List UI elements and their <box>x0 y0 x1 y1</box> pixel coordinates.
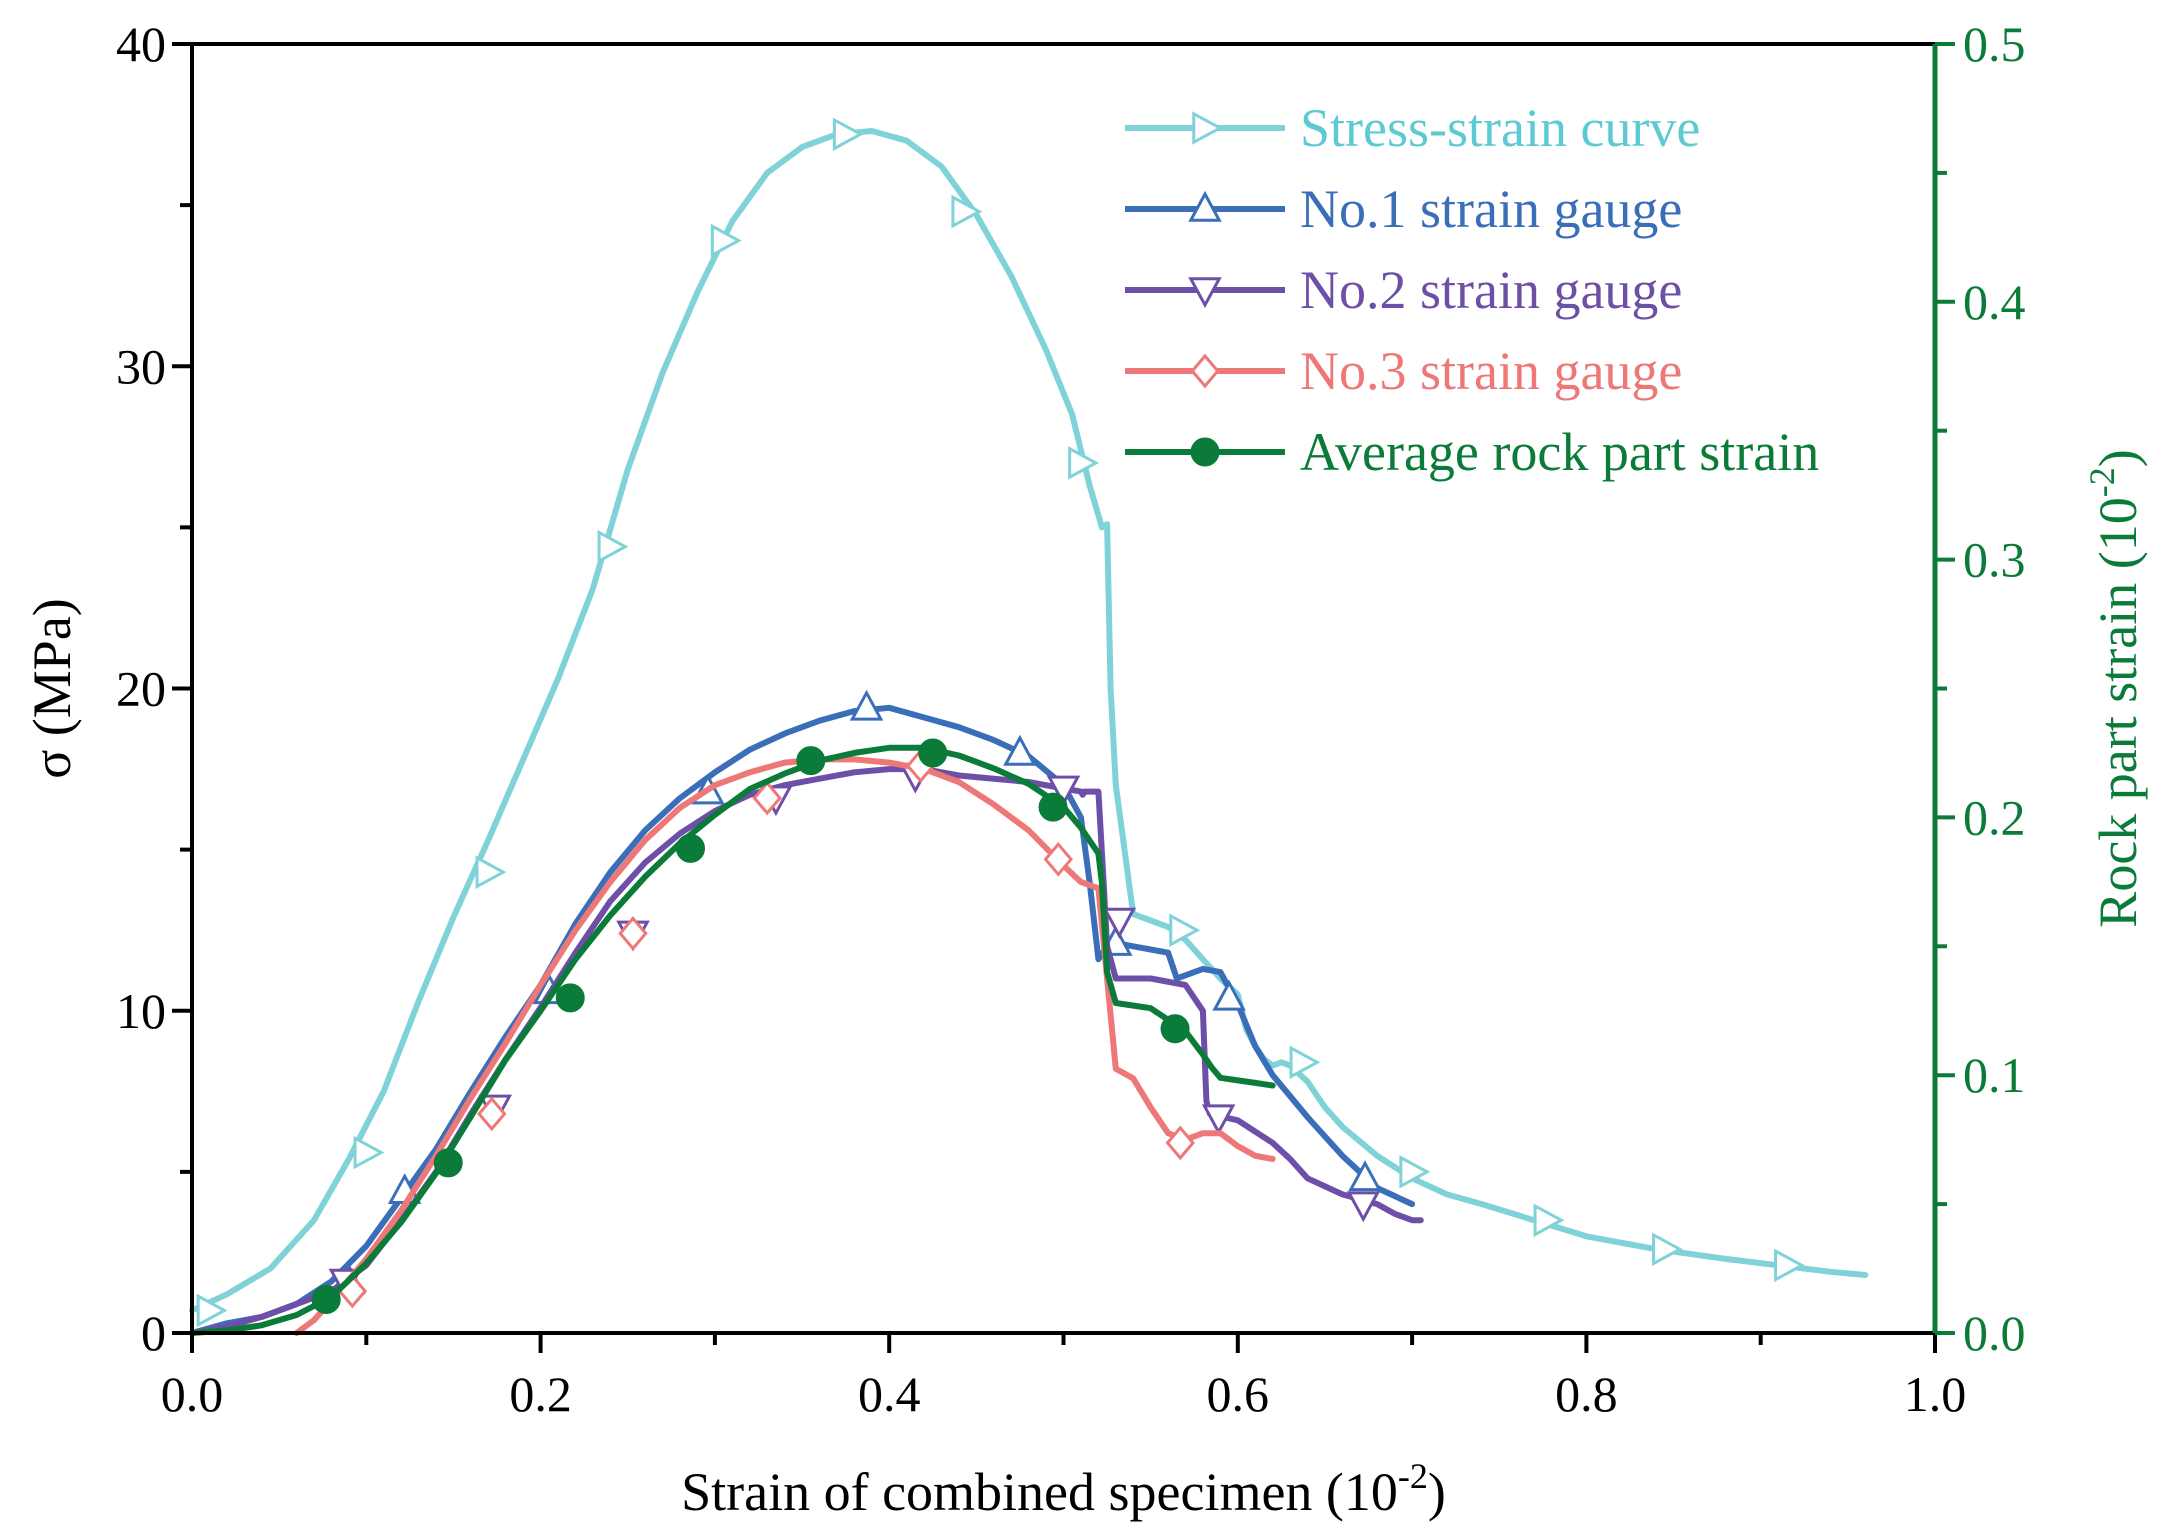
data-point <box>433 1148 463 1178</box>
data-point <box>796 746 826 776</box>
data-point <box>1399 1155 1431 1189</box>
legend-swatch-marker <box>1190 353 1220 389</box>
data-point <box>1533 1203 1565 1237</box>
series-line <box>293 756 1276 1336</box>
data-point <box>597 529 629 564</box>
y-tick-label: 20 <box>116 661 166 717</box>
y-tick-label: 30 <box>116 338 166 394</box>
y-tick-label: 10 <box>116 983 166 1039</box>
x-tick-label: 0.2 <box>509 1366 572 1422</box>
data-point <box>1068 446 1100 480</box>
data-point <box>1043 841 1073 877</box>
data-point <box>1165 1125 1195 1161</box>
data-point <box>951 194 983 229</box>
series-1 <box>189 117 1869 1328</box>
data-point <box>1201 1104 1236 1136</box>
y2-axis-title: Rock part strain (10-2) <box>2082 449 2148 927</box>
data-point <box>1160 1014 1190 1044</box>
legend-item: No.2 strain gauge <box>1125 260 1682 320</box>
data-point <box>918 738 948 768</box>
y2-tick-label: 0.3 <box>1963 532 2026 588</box>
data-point <box>1046 775 1081 807</box>
legend-item: Stress-strain curve <box>1125 98 1700 158</box>
data-point <box>311 1284 341 1314</box>
series-4 <box>293 748 1276 1336</box>
data-point <box>1038 792 1068 822</box>
data-point <box>849 689 884 721</box>
series-line <box>189 704 1416 1336</box>
y-axis-title: σ (MPa) <box>22 598 82 779</box>
y2-tick-label: 0.0 <box>1963 1305 2026 1361</box>
y2-axis-title-close: ) <box>2088 449 2148 467</box>
legend-swatch-marker <box>1188 277 1222 309</box>
data-point <box>1169 913 1201 947</box>
legend-label: No.3 strain gauge <box>1300 341 1682 401</box>
y2-tick-label: 0.4 <box>1963 274 2026 330</box>
data-point <box>832 117 864 152</box>
data-point <box>475 855 507 889</box>
legend: Stress-strain curve No.1 strain gauge No.2… <box>1125 98 1819 482</box>
data-point <box>1652 1232 1683 1266</box>
data-point <box>1774 1248 1805 1283</box>
data-point <box>618 916 648 951</box>
series-2 <box>189 689 1416 1336</box>
y-tick-label: 0 <box>141 1305 166 1361</box>
x-axis-title-exponent: -2 <box>1398 1456 1428 1496</box>
data-point <box>353 1135 385 1170</box>
y2-tick-label: 0.1 <box>1963 1047 2026 1103</box>
y2-axis-title-main: Rock part strain (10 <box>2088 497 2148 927</box>
data-point <box>710 223 742 258</box>
y2-axis-title-exponent: -2 <box>2082 467 2122 497</box>
y2-tick-label: 0.2 <box>1963 789 2026 845</box>
legend-label: No.1 strain gauge <box>1300 179 1682 239</box>
x-tick-label: 0.4 <box>858 1366 921 1422</box>
y2-tick-label: 0.5 <box>1963 16 2026 72</box>
legend-item: No.1 strain gauge <box>1125 179 1682 239</box>
x-axis-title-main: Strain of combined specimen (10 <box>681 1462 1398 1522</box>
series-layer <box>189 117 1869 1336</box>
x-axis-title-close: ) <box>1428 1462 1446 1522</box>
data-point <box>196 1293 228 1328</box>
y-tick-label: 40 <box>116 16 166 72</box>
legend-label: Average rock part strain <box>1300 422 1819 482</box>
data-point <box>752 780 782 816</box>
data-point <box>555 983 585 1013</box>
data-point <box>1289 1045 1321 1080</box>
legend-swatch-marker <box>1192 111 1224 145</box>
series-5 <box>189 738 1276 1336</box>
data-point <box>1212 979 1246 1011</box>
data-point <box>1348 1160 1382 1192</box>
legend-item: Average rock part strain <box>1125 422 1819 482</box>
legend-item: No.3 strain gauge <box>1125 341 1682 401</box>
data-point <box>1003 734 1037 766</box>
x-axis-title: Strain of combined specimen (10-2) <box>681 1456 1446 1522</box>
data-point <box>477 1096 507 1132</box>
x-tick-label: 0.8 <box>1555 1366 1618 1422</box>
series-line <box>189 128 1869 1314</box>
x-tick-label: 0.0 <box>161 1366 224 1422</box>
legend-label: Stress-strain curve <box>1300 98 1700 158</box>
legend-swatch-marker <box>1190 437 1220 467</box>
axes-layer: 0.0 0.2 0.4 0.6 0.8 1.0 0 10 20 30 40 0.0 0.1 0.2 0.3 0… <box>116 16 2026 1422</box>
legend-label: No.2 strain gauge <box>1300 260 1682 320</box>
x-tick-label: 0.6 <box>1207 1366 1270 1422</box>
legend-swatch-marker <box>1188 190 1222 222</box>
data-point <box>1346 1191 1381 1223</box>
x-tick-label: 1.0 <box>1904 1366 1967 1422</box>
data-point <box>675 833 705 863</box>
data-point <box>1102 907 1137 939</box>
